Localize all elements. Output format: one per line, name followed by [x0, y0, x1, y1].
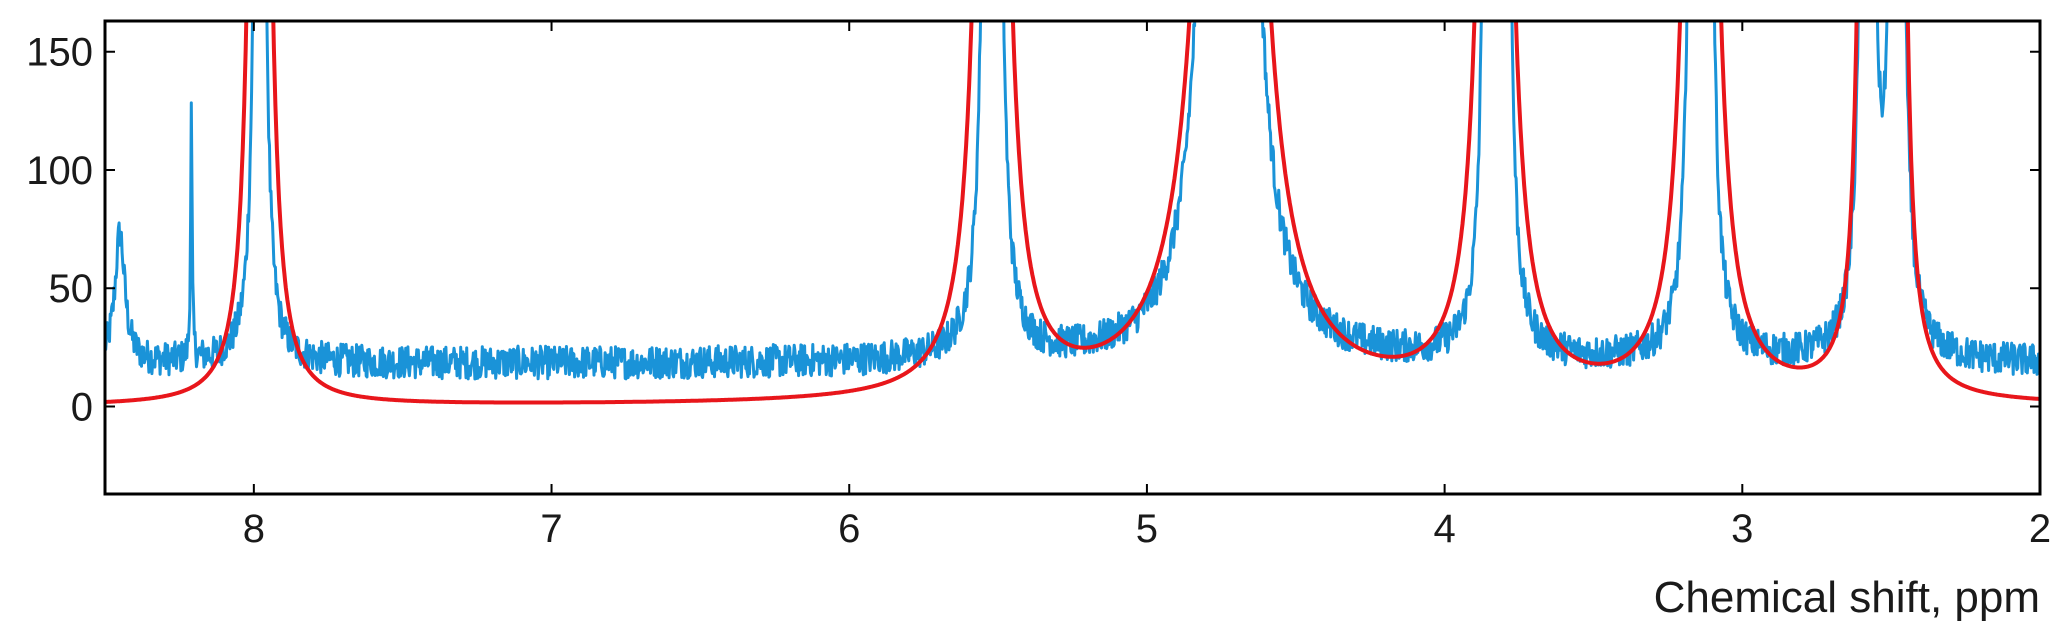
x-tick-label: 8 [243, 507, 265, 551]
x-tick-label: 7 [540, 507, 562, 551]
plot-frame [103, 19, 2042, 496]
x-tick-label: 2 [2029, 507, 2051, 551]
x-tick-label: 6 [838, 507, 860, 551]
x-tick-label: 4 [1433, 507, 1455, 551]
y-tick-label: 150 [26, 31, 93, 75]
y-tick-label: 50 [49, 267, 94, 311]
x-tick-label: 3 [1731, 507, 1753, 551]
series-line-measured [105, 21, 2040, 381]
series-line-fit [105, 21, 2040, 405]
x-axis-title: Chemical shift, ppm [1654, 573, 2040, 622]
y-tick-label: 100 [26, 149, 93, 193]
x-tick-label: 5 [1136, 507, 1158, 551]
y-tick-label: 0 [71, 385, 93, 429]
